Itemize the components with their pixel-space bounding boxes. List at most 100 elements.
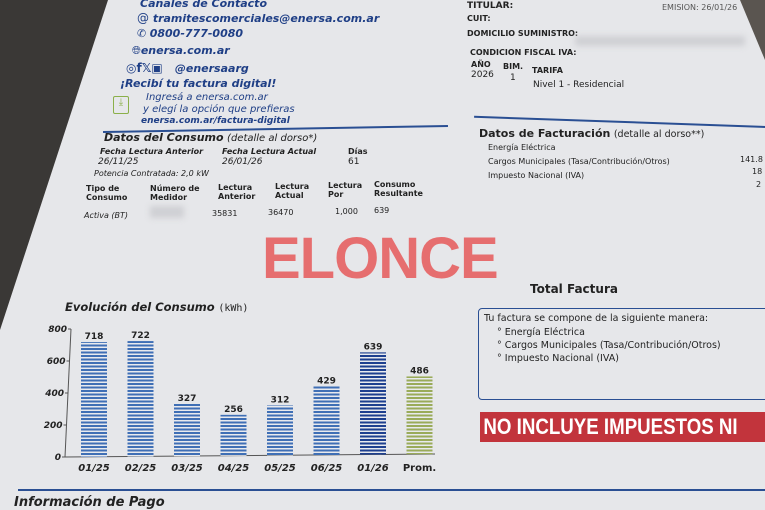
cell-medidor-redacted [150, 206, 184, 218]
header-tipo: Tipo de Consumo [86, 184, 128, 202]
data-label: 312 [271, 395, 290, 405]
fact-amount-municipales: 18 [752, 167, 763, 176]
data-label: 327 [178, 394, 197, 404]
total-item: ° Cargos Municipales (Tasa/Contribución/… [497, 340, 721, 351]
condicion-label: CONDICION FISCAL IVA: [470, 48, 577, 57]
divider [18, 489, 765, 491]
bar-03/25 [174, 403, 200, 457]
data-label: 429 [317, 376, 336, 386]
tax-warning-banner: NO INCLUYE IMPUESTOS NI TASAS P [480, 412, 765, 442]
facturacion-title-row: Datos de Facturación (detalle al dorso**… [479, 127, 704, 140]
contact-email: tramitescomerciales@enersa.com.ar [152, 12, 380, 25]
fact-item-energia: Energía Eléctrica [488, 143, 556, 152]
y-tick-label: 400 [44, 389, 64, 399]
dias: 61 [348, 157, 360, 167]
total-title: Total Factura [530, 282, 618, 296]
domicilio-label: DOMICILIO SUMINISTRO: [467, 29, 579, 38]
x-tick-label: 03/25 [171, 463, 203, 474]
potencia: Potencia Contratada: 2,0 kW [94, 169, 209, 178]
at-icon: @ [137, 11, 153, 25]
anio: 2026 [471, 70, 494, 80]
anio-label: AÑO [471, 60, 491, 69]
chart-title-row: Evolución del Consumo (kWh) [65, 300, 248, 314]
digital-line1: Ingresá a enersa.com.ar [146, 92, 268, 103]
contact-web: enersa.com.ar [140, 44, 230, 57]
bar-04/25 [220, 414, 247, 456]
data-label: 718 [85, 332, 104, 342]
bim-label: BIM. [503, 62, 524, 71]
phone-icon: ✆ [137, 27, 150, 40]
header-lectura-actual: Lectura Actual [275, 182, 310, 200]
contact-web-row: 🌐︎enersa.com.ar [132, 44, 230, 58]
tarifa-label: TARIFA [532, 66, 563, 75]
contact-phone: 0800-777-0080 [149, 27, 244, 40]
facturacion-title: Datos de Facturación [479, 127, 611, 140]
contact-phone-row: ✆ 0800-777-0080 [137, 27, 243, 40]
bar-02/25 [127, 341, 154, 457]
consumo-title-row: Datos del Consumo (detalle al dorso*) [104, 131, 317, 144]
x-tick-label: 01/25 [78, 463, 110, 474]
digital-url[interactable]: enersa.com.ar/factura-digital [141, 116, 290, 126]
dias-label: Días [348, 147, 368, 156]
tarifa: Nivel 1 - Residencial [533, 80, 625, 90]
emision-date: EMISION: 26/01/26 [662, 3, 738, 12]
consumo-title: Datos del Consumo [104, 131, 224, 144]
consumption-chart: 0 200 400 600 800 718 01/25 722 02/25 327 03/25 256… [44, 325, 436, 474]
facturacion-subtitle: (detalle al dorso**) [613, 129, 705, 140]
header-lectura-por: Lectura Por [328, 181, 363, 199]
fecha-actual: 26/01/26 [222, 157, 263, 167]
cuit-label: CUIT: [467, 14, 491, 23]
titular-label: TITULAR: [467, 1, 514, 11]
bar-01/25 [81, 342, 107, 457]
chart-unit: (kWh) [218, 303, 249, 314]
x-tick-label: 02/25 [125, 463, 157, 474]
y-tick-label: 800 [48, 325, 67, 335]
total-item: ° Impuesto Nacional (IVA) [497, 353, 619, 364]
fact-amount-iva: 2 [756, 180, 762, 189]
bar-05/25 [267, 405, 293, 456]
contact-heading: Canales de Contacto [140, 0, 267, 10]
total-intro: Tu factura se compone de la siguiente ma… [484, 313, 709, 324]
header-consumo-resultante: Consumo Resultante [374, 180, 423, 198]
bar-Prom. [406, 376, 433, 455]
download-icon: ⤓ [113, 96, 129, 114]
domicilio-redacted [575, 36, 745, 46]
contact-email-row: @ tramitescomerciales@enersa.com.ar [137, 11, 379, 25]
bar-06/25 [313, 386, 340, 455]
social-handle: @enersaarg [174, 62, 249, 75]
globe-icon: 🌐︎ [132, 44, 141, 57]
bim: 1 [510, 73, 516, 83]
header-medidor: Número de Medidor [150, 184, 200, 202]
fact-item-municipales: Cargos Municipales (Tasa/Contribución/Ot… [488, 157, 670, 166]
data-label: 639 [364, 342, 383, 352]
bar-01/26 [360, 352, 386, 455]
consumo-subtitle: (detalle al dorso*) [227, 133, 318, 144]
x-tick-label: 01/26 [357, 463, 389, 474]
elonce-watermark: ELONCE [262, 226, 499, 291]
data-label: 486 [410, 366, 429, 376]
digital-title: ¡Recibí tu factura digital! [120, 77, 277, 90]
x-tick-label: Prom. [403, 463, 436, 474]
header-lectura-anterior: Lectura Anterior [218, 183, 256, 201]
total-box: Tu factura se compone de la siguiente ma… [478, 308, 765, 400]
data-label: 256 [224, 405, 243, 415]
x-tick-label: 05/25 [264, 463, 296, 474]
cell-lectura-por: 1,000 [335, 207, 358, 216]
x-tick-label: 04/25 [218, 463, 250, 474]
total-item: ° Energía Eléctrica [497, 327, 585, 338]
cell-lectura-actual: 36470 [268, 208, 294, 217]
cell-tipo: Activa (BT) [84, 211, 129, 220]
y-tick-label: 0 [55, 453, 61, 463]
fecha-actual-label: Fecha Lectura Actual [222, 147, 317, 156]
fecha-anterior: 26/11/25 [98, 157, 139, 167]
cell-lectura-anterior: 35831 [212, 209, 238, 218]
y-tick-label: 600 [47, 357, 66, 367]
social-icons: ◎f𝕏▣ [126, 61, 167, 75]
fact-item-iva: Impuesto Nacional (IVA) [488, 171, 585, 180]
x-tick-label: 06/25 [311, 463, 343, 474]
fact-amount-energia: 141.8 [740, 155, 763, 164]
payment-info-heading: Información de Pago [14, 495, 165, 510]
y-tick-label: 200 [44, 421, 63, 431]
cell-consumo-resultante: 639 [374, 206, 390, 215]
digital-line2: y elegí la opción que prefieras [143, 104, 295, 115]
